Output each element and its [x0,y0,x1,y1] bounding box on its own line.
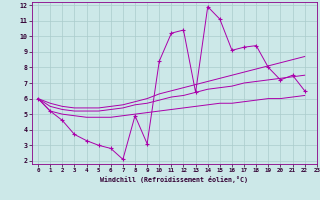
X-axis label: Windchill (Refroidissement éolien,°C): Windchill (Refroidissement éolien,°C) [100,176,248,183]
